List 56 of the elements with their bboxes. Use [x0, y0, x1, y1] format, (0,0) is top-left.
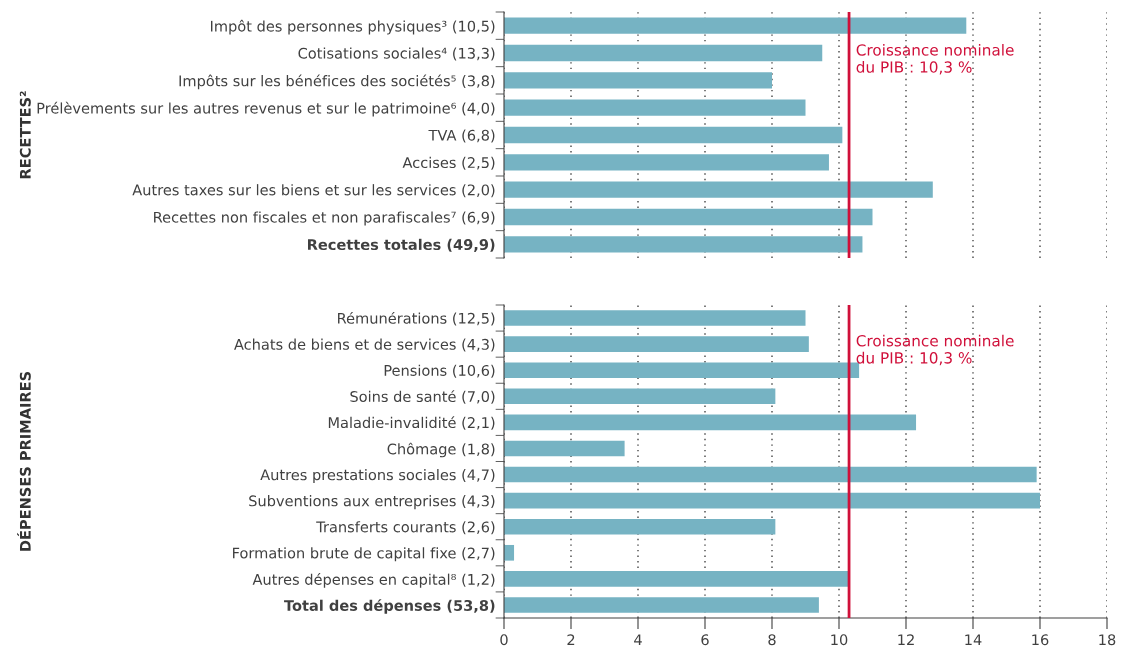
- bar: [504, 181, 933, 198]
- x-tick-label: 2: [567, 634, 575, 646]
- bar: [504, 362, 860, 379]
- y-tick-label: Formation brute de capital fixe (2,7): [233, 547, 495, 562]
- bar: [504, 597, 819, 613]
- y-tick-label: Prélèvements sur les autres revenus et sur le patrimoine⁶ (4,0): [37, 101, 495, 117]
- bar: [504, 310, 806, 326]
- bar: [504, 492, 1040, 509]
- y-tick-label: Subventions aux entreprises (4,3): [249, 495, 495, 510]
- y-tick-label: Impôts sur les bénéfices des sociétés⁵ (3,8): [179, 74, 495, 90]
- x-tick-label: 16: [1032, 634, 1049, 646]
- y-tick-label: Transferts courants (2,6): [316, 521, 495, 535]
- bar: [504, 336, 809, 352]
- y-tick-label: Rémunérations (12,5): [338, 311, 495, 326]
- ref-line-label: Croissance nominale du PIB : 10,3 %: [856, 43, 1014, 75]
- y-tick-label: Autres taxes sur les biens et sur les services (2,0): [132, 184, 495, 198]
- x-tick-label: 6: [701, 634, 709, 646]
- ref-line-label: Croissance nominale du PIB : 10,3 %: [856, 334, 1014, 366]
- bar: [504, 44, 823, 62]
- y-tick-label: Accises (2,5): [402, 156, 495, 170]
- bar: [504, 236, 863, 253]
- bar: [504, 571, 850, 587]
- bar: [504, 17, 967, 34]
- bar: [504, 72, 772, 89]
- x-tick-label: 18: [1099, 634, 1116, 646]
- x-tick-label: 8: [768, 634, 776, 646]
- bar: [504, 99, 806, 116]
- bar: [504, 414, 917, 431]
- bar: [504, 388, 776, 405]
- x-tick-label: 14: [965, 634, 982, 646]
- bar: [504, 208, 873, 226]
- x-tick-label: 0: [500, 634, 508, 646]
- y-tick-label: Recettes non fiscales et non parafiscales⁷ (6,9): [154, 211, 495, 226]
- y-axis-title: DÉPENSES PRIMAIRES: [17, 371, 31, 551]
- bar: [504, 466, 1037, 483]
- x-tick-label: 4: [634, 634, 642, 646]
- y-tick-label: Autres dépenses en capital⁸ (1,2): [252, 573, 495, 588]
- y-tick-label: Pensions (10,6): [384, 364, 495, 378]
- bar: [504, 440, 625, 457]
- bar: [504, 126, 843, 144]
- y-tick-label: Total des dépenses (53,8): [284, 599, 495, 614]
- y-tick-label: Chômage (1,8): [387, 442, 495, 458]
- x-tick-label: 10: [831, 634, 848, 646]
- bar: [504, 154, 829, 171]
- x-tick-label: 12: [898, 634, 914, 646]
- y-tick-label: Recettes totales (49,9): [308, 238, 495, 252]
- y-tick-label: Soins de santé (7,0): [350, 390, 495, 404]
- bar: [504, 518, 776, 535]
- y-tick-label: Cotisations sociales⁴ (13,3): [298, 47, 495, 61]
- y-tick-label: Maladie-invalidité (2,1): [328, 416, 495, 430]
- y-axis-title: RECETTES²: [19, 91, 31, 179]
- bar: [504, 544, 515, 561]
- y-tick-label: Achats de biens et de services (4,3): [234, 338, 495, 352]
- y-tick-label: TVA (6,8): [428, 129, 495, 143]
- y-tick-label: Autres prestations sociales (4,7): [260, 469, 495, 484]
- y-tick-label: Impôt des personnes physiques³ (10,5): [210, 19, 495, 35]
